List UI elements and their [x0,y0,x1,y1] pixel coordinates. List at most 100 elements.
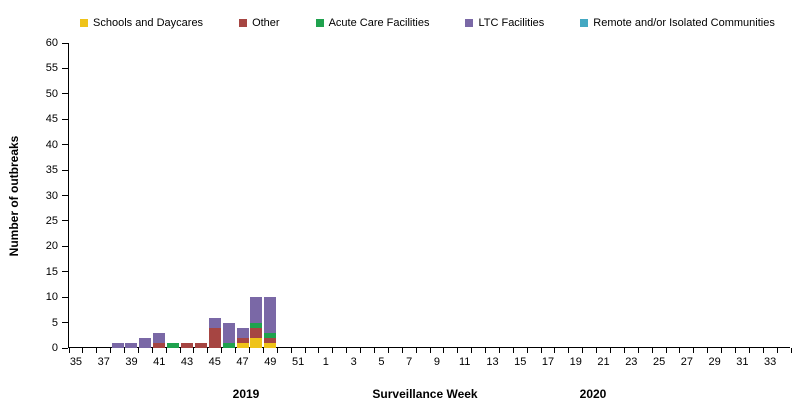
x-axis-tick-label-week-21: 21 [597,356,610,368]
x-axis-tick [235,348,237,353]
y-axis-tick [62,169,68,171]
legend-label: Schools and Daycares [93,17,204,29]
legend-item-other: Other [239,17,280,29]
y-axis-tick-label: 10 [45,291,58,304]
y-axis-tick [62,67,68,69]
x-axis-tick-label-week-47: 47 [236,356,249,368]
x-axis-tick-label-week-3: 3 [350,356,357,368]
y-axis-tick-label: 20 [45,240,58,253]
x-axis-tick [721,348,723,353]
legend-item-ltc-facilities: LTC Facilities [465,17,544,29]
x-axis-tick [651,348,653,353]
bar-week-39-ltc-facilities [125,342,138,348]
y-axis-title: Number of outbreaks [7,135,21,257]
chart-legend: Schools and Daycares Other Acute Care Faci… [80,17,775,29]
bar-week-47-other [236,337,249,343]
x-axis-tick [707,348,709,353]
x-axis-tick [110,348,112,353]
x-axis-tick [165,348,167,353]
x-axis-tick [512,348,514,353]
legend-label: Acute Care Facilities [328,17,430,29]
x-axis-tick-label-week-51: 51 [291,356,305,368]
x-axis-tick [776,348,778,353]
x-axis-tick-label-week-27: 27 [680,356,693,368]
bar-week-45-ltc-facilities [208,317,221,328]
x-axis-tick [498,348,500,353]
y-axis-tick-label: 60 [45,37,58,49]
x-axis-tick-label-week-17: 17 [541,356,555,368]
x-axis-tick-label-week-39: 39 [125,356,138,368]
plot-area: 0 5 10 15 20 25 30 35 40 45 50 55 60 35 37 39 41 43 45 47 49… [46,37,792,368]
x-axis-tick [151,348,153,353]
x-axis-tick-label-week-1: 1 [322,356,329,368]
legend-item-acute-care-facilities: Acute Care Facilities [315,17,430,29]
x-axis-tick [665,348,667,353]
bar-week-46-acute-care-facilities [222,342,235,348]
legend-swatch-icon [580,19,589,27]
bar-week-41-other [153,342,166,348]
legend-label: LTC Facilities [478,17,545,29]
y-axis-tick-label: 15 [45,265,58,278]
bar-week-43-other [181,342,194,348]
legend-label: Remote and/or Isolated Communities [593,17,775,29]
x-axis-tick [610,348,611,353]
x-axis-tick-label-week-15: 15 [514,356,527,368]
x-axis-tick [623,348,625,353]
x-axis-tick [82,348,84,353]
x-axis-tick [429,348,431,353]
x-axis-tick [415,348,417,353]
legend-swatch-icon [315,19,324,27]
year-label-2019: 2019 [232,387,260,401]
y-axis-tick [62,42,68,44]
x-axis-tick [526,348,528,353]
x-axis-tick-label-week-25: 25 [652,356,666,368]
x-axis-tick-label-week-11: 11 [458,356,471,368]
x-axis-tick-label-week-33: 33 [764,356,777,368]
y-axis-tick [62,347,68,349]
y-axis-tick [62,118,68,120]
x-axis-tick-label-week-35: 35 [69,356,83,368]
y-axis-tick [62,220,68,222]
x-axis-tick [790,348,792,353]
bar-week-40-ltc-facilities [139,337,152,348]
y-axis-tick [62,144,68,146]
bar-week-49-ltc-facilities [264,297,277,333]
y-axis-tick-label: 50 [45,87,58,100]
bar-week-48-ltc-facilities [250,297,263,323]
legend-label: Other [252,17,280,29]
x-axis-tick [457,348,459,353]
x-axis-tick [568,348,570,353]
legend-swatch-icon [239,19,248,27]
bar-week-49-acute-care-facilities [264,332,277,338]
x-axis-tick [471,348,473,353]
y-axis-tick-label: 0 [51,342,58,354]
x-axis-tick [762,348,764,353]
y-axis-tick-label: 5 [51,316,58,329]
bar-week-48-other [250,327,263,338]
x-axis-tick [540,348,542,353]
x-axis-tick [387,348,389,353]
x-axis-tick [207,348,209,353]
bar-week-41-ltc-facilities [153,332,166,343]
x-axis-tick-label-week-9: 9 [433,356,440,368]
x-axis-tick [734,348,736,353]
y-axis-tick-label: 35 [45,164,58,177]
x-axis-title: Surveillance Week [372,387,478,401]
x-axis-tick [582,348,584,353]
x-axis-tick [249,348,250,353]
bar-week-49-schools-and-daycares [264,342,277,348]
x-axis-tick [68,348,70,353]
y-axis-tick [62,322,68,324]
x-axis-tick-label-week-29: 29 [708,356,721,368]
y-axis-tick-label: 45 [45,113,58,126]
bar-week-38-ltc-facilities [111,342,124,348]
x-axis-tick [443,348,445,353]
x-axis-tick [262,348,264,353]
x-axis-tick [679,348,681,353]
x-axis-tick-label-week-5: 5 [378,356,385,368]
x-axis-tick [318,348,320,353]
x-axis-tick-label-week-13: 13 [486,356,499,368]
y-axis-tick-label: 55 [45,62,58,75]
year-label-2020: 2020 [579,387,607,401]
y-axis-tick [62,271,68,273]
